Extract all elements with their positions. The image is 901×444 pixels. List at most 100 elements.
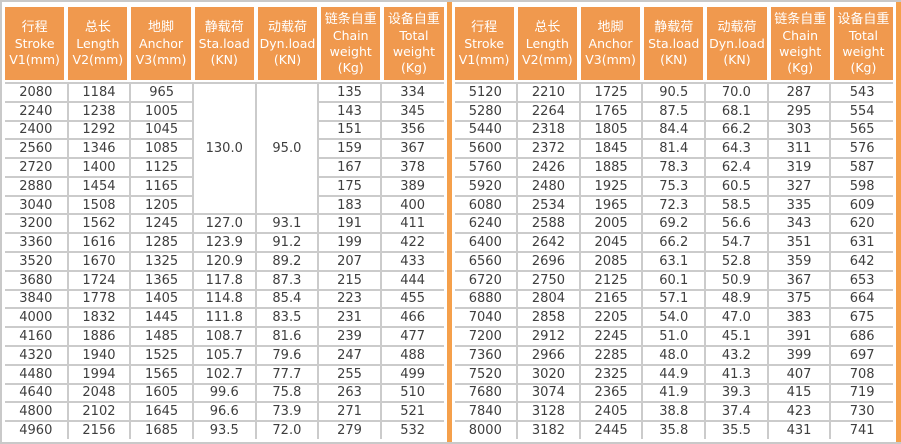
table-cell-chain: 407 — [766, 363, 832, 385]
table-cell-v3: 2085 — [578, 251, 644, 272]
table-cell-dyn: 77.7 — [254, 363, 320, 385]
table-row: 7360 2966 2285 48.0 43.2 399 697 — [454, 344, 893, 366]
table-cell-v1: 7360 — [454, 344, 519, 366]
table-cell-v1: 3360 — [5, 232, 69, 254]
column-header-v3: 地脚 Anchor V3(mm) — [580, 7, 641, 80]
table-cell-dyn: 60.5 — [704, 175, 769, 197]
table-cell-v3: 1805 — [578, 119, 644, 141]
table-cell-chain: 215 — [317, 269, 382, 291]
table-row: 2880 1454 1165 175 389 — [5, 175, 444, 197]
table-cell-chain: 255 — [317, 363, 382, 385]
table-cell-v3: 1525 — [129, 344, 194, 366]
table-cell-v1: 4960 — [5, 420, 69, 439]
table-cell-total: 367 — [379, 138, 444, 160]
column-header-v3: 地脚 Anchor V3(mm) — [131, 7, 191, 80]
table-cell-v1: 8000 — [454, 420, 519, 439]
table-cell-chain: 239 — [317, 326, 382, 347]
table-cell-chain: 295 — [766, 100, 832, 122]
table-cell-sta: 60.1 — [641, 269, 707, 291]
table-cell-chain: 279 — [317, 420, 382, 439]
table-cell-sta: 105.7 — [191, 344, 257, 366]
table-row: 2080 1184 965 130.0 95.0 135 334 — [5, 81, 444, 216]
table-cell-v3: 1325 — [129, 251, 194, 272]
table-cell-chain: 143 — [317, 100, 382, 122]
table-cell-sta: 87.5 — [641, 100, 707, 122]
header-label-en: Stroke — [464, 35, 505, 51]
spec-table-left-panel: 行程 Stroke V1(mm) 总长 Length V2(mm) 地脚 Anchor V3(m… — [2, 2, 447, 442]
table-cell-v3: 1125 — [129, 157, 194, 178]
table-cell-v2: 1832 — [66, 307, 132, 329]
table-cell-merged-dyn: 95.0 — [254, 81, 320, 216]
table-cell-v2: 1454 — [66, 175, 132, 197]
table-cell-v2: 1184 — [66, 82, 132, 103]
table-cell-v1: 5920 — [454, 175, 519, 197]
table-cell-total: 653 — [829, 269, 893, 291]
table-row: 6240 2588 2005 69.2 56.6 343 620 — [454, 213, 893, 235]
table-cell-chain: 367 — [766, 269, 832, 291]
table-cell-total: 664 — [829, 288, 893, 310]
table-cell-total: 400 — [379, 194, 444, 216]
table-cell-chain: 207 — [317, 251, 382, 272]
table-cell-dyn: 54.7 — [704, 232, 769, 254]
table-cell-sta: 111.8 — [191, 307, 257, 329]
header-label-zh: 链条自重 — [324, 11, 377, 27]
table-cell-v2: 2912 — [516, 326, 581, 347]
header-label-zh: 行程 — [21, 19, 48, 35]
table-cell-sta: 102.7 — [191, 363, 257, 385]
table-cell-v3: 1005 — [129, 100, 194, 122]
table-cell-dyn: 41.3 — [704, 363, 769, 385]
table-cell-v2: 1292 — [66, 119, 132, 141]
table-cell-total: 686 — [829, 326, 893, 347]
header-label-en: Sta.load — [198, 35, 250, 51]
table-cell-v3: 2005 — [578, 213, 644, 235]
table-cell-v1: 3520 — [5, 251, 69, 272]
table-cell-sta: 96.6 — [191, 401, 257, 423]
table-cell-v3: 2245 — [578, 326, 644, 347]
table-cell-chain: 167 — [317, 157, 382, 178]
table-cell-chain: 319 — [766, 157, 832, 178]
table-cell-total: 697 — [829, 344, 893, 366]
table-cell-sta: 93.5 — [191, 420, 257, 439]
table-cell-chain: 183 — [317, 194, 382, 216]
table-cell-v2: 3020 — [516, 363, 581, 385]
table-cell-sta: 72.3 — [641, 194, 707, 216]
table-cell-v2: 1940 — [66, 344, 132, 366]
table-cell-chain: 159 — [317, 138, 382, 160]
table-cell-v1: 5120 — [454, 82, 519, 103]
table-cell-v3: 1685 — [129, 420, 194, 439]
table-cell-total: 378 — [379, 157, 444, 178]
table-cell-dyn: 37.4 — [704, 401, 769, 423]
header-label-en: weight — [779, 43, 822, 59]
table-cell-v2: 1778 — [66, 288, 132, 310]
table-cell-v2: 2966 — [516, 344, 581, 366]
table-cell-chain: 415 — [766, 382, 832, 404]
table-cell-v2: 1238 — [66, 100, 132, 122]
table-cell-v1: 2560 — [5, 138, 69, 160]
table-row: 3520 1670 1325 120.9 89.2 207 433 — [5, 251, 444, 272]
table-row: 6880 2804 2165 57.1 48.9 375 664 — [454, 288, 893, 310]
table-cell-v3: 1165 — [129, 175, 194, 197]
table-cell-v2: 2534 — [516, 194, 581, 216]
header-label-en: Stroke — [14, 35, 55, 51]
table-cell-sta: 117.8 — [191, 269, 257, 291]
table-cell-v2: 1994 — [66, 363, 132, 385]
header-label-zh: 行程 — [471, 19, 498, 35]
column-header-dyn: 动载荷 Dyn.load (KN) — [707, 7, 767, 80]
table-cell-total: 543 — [829, 82, 893, 103]
header-label-en: (Kg) — [850, 59, 877, 75]
table-row: 3360 1616 1285 123.9 91.2 199 422 — [5, 232, 444, 254]
table-cell-v1: 4160 — [5, 326, 69, 347]
header-label-en: Total — [848, 27, 879, 43]
table-cell-v3: 1365 — [129, 269, 194, 291]
table-cell-v3: 2125 — [578, 269, 644, 291]
header-label-en: Chain — [782, 27, 819, 43]
table-cell-sta: 127.0 — [191, 213, 257, 235]
table-cell-total: 488 — [379, 344, 444, 366]
table-cell-total: 598 — [829, 175, 893, 197]
table-cell-total: 730 — [829, 401, 893, 423]
table-cell-sta: 57.1 — [641, 288, 707, 310]
header-label-en: (Kg) — [787, 59, 814, 75]
table-cell-dyn: 64.3 — [704, 138, 769, 160]
table-cell-v2: 3182 — [516, 420, 581, 439]
